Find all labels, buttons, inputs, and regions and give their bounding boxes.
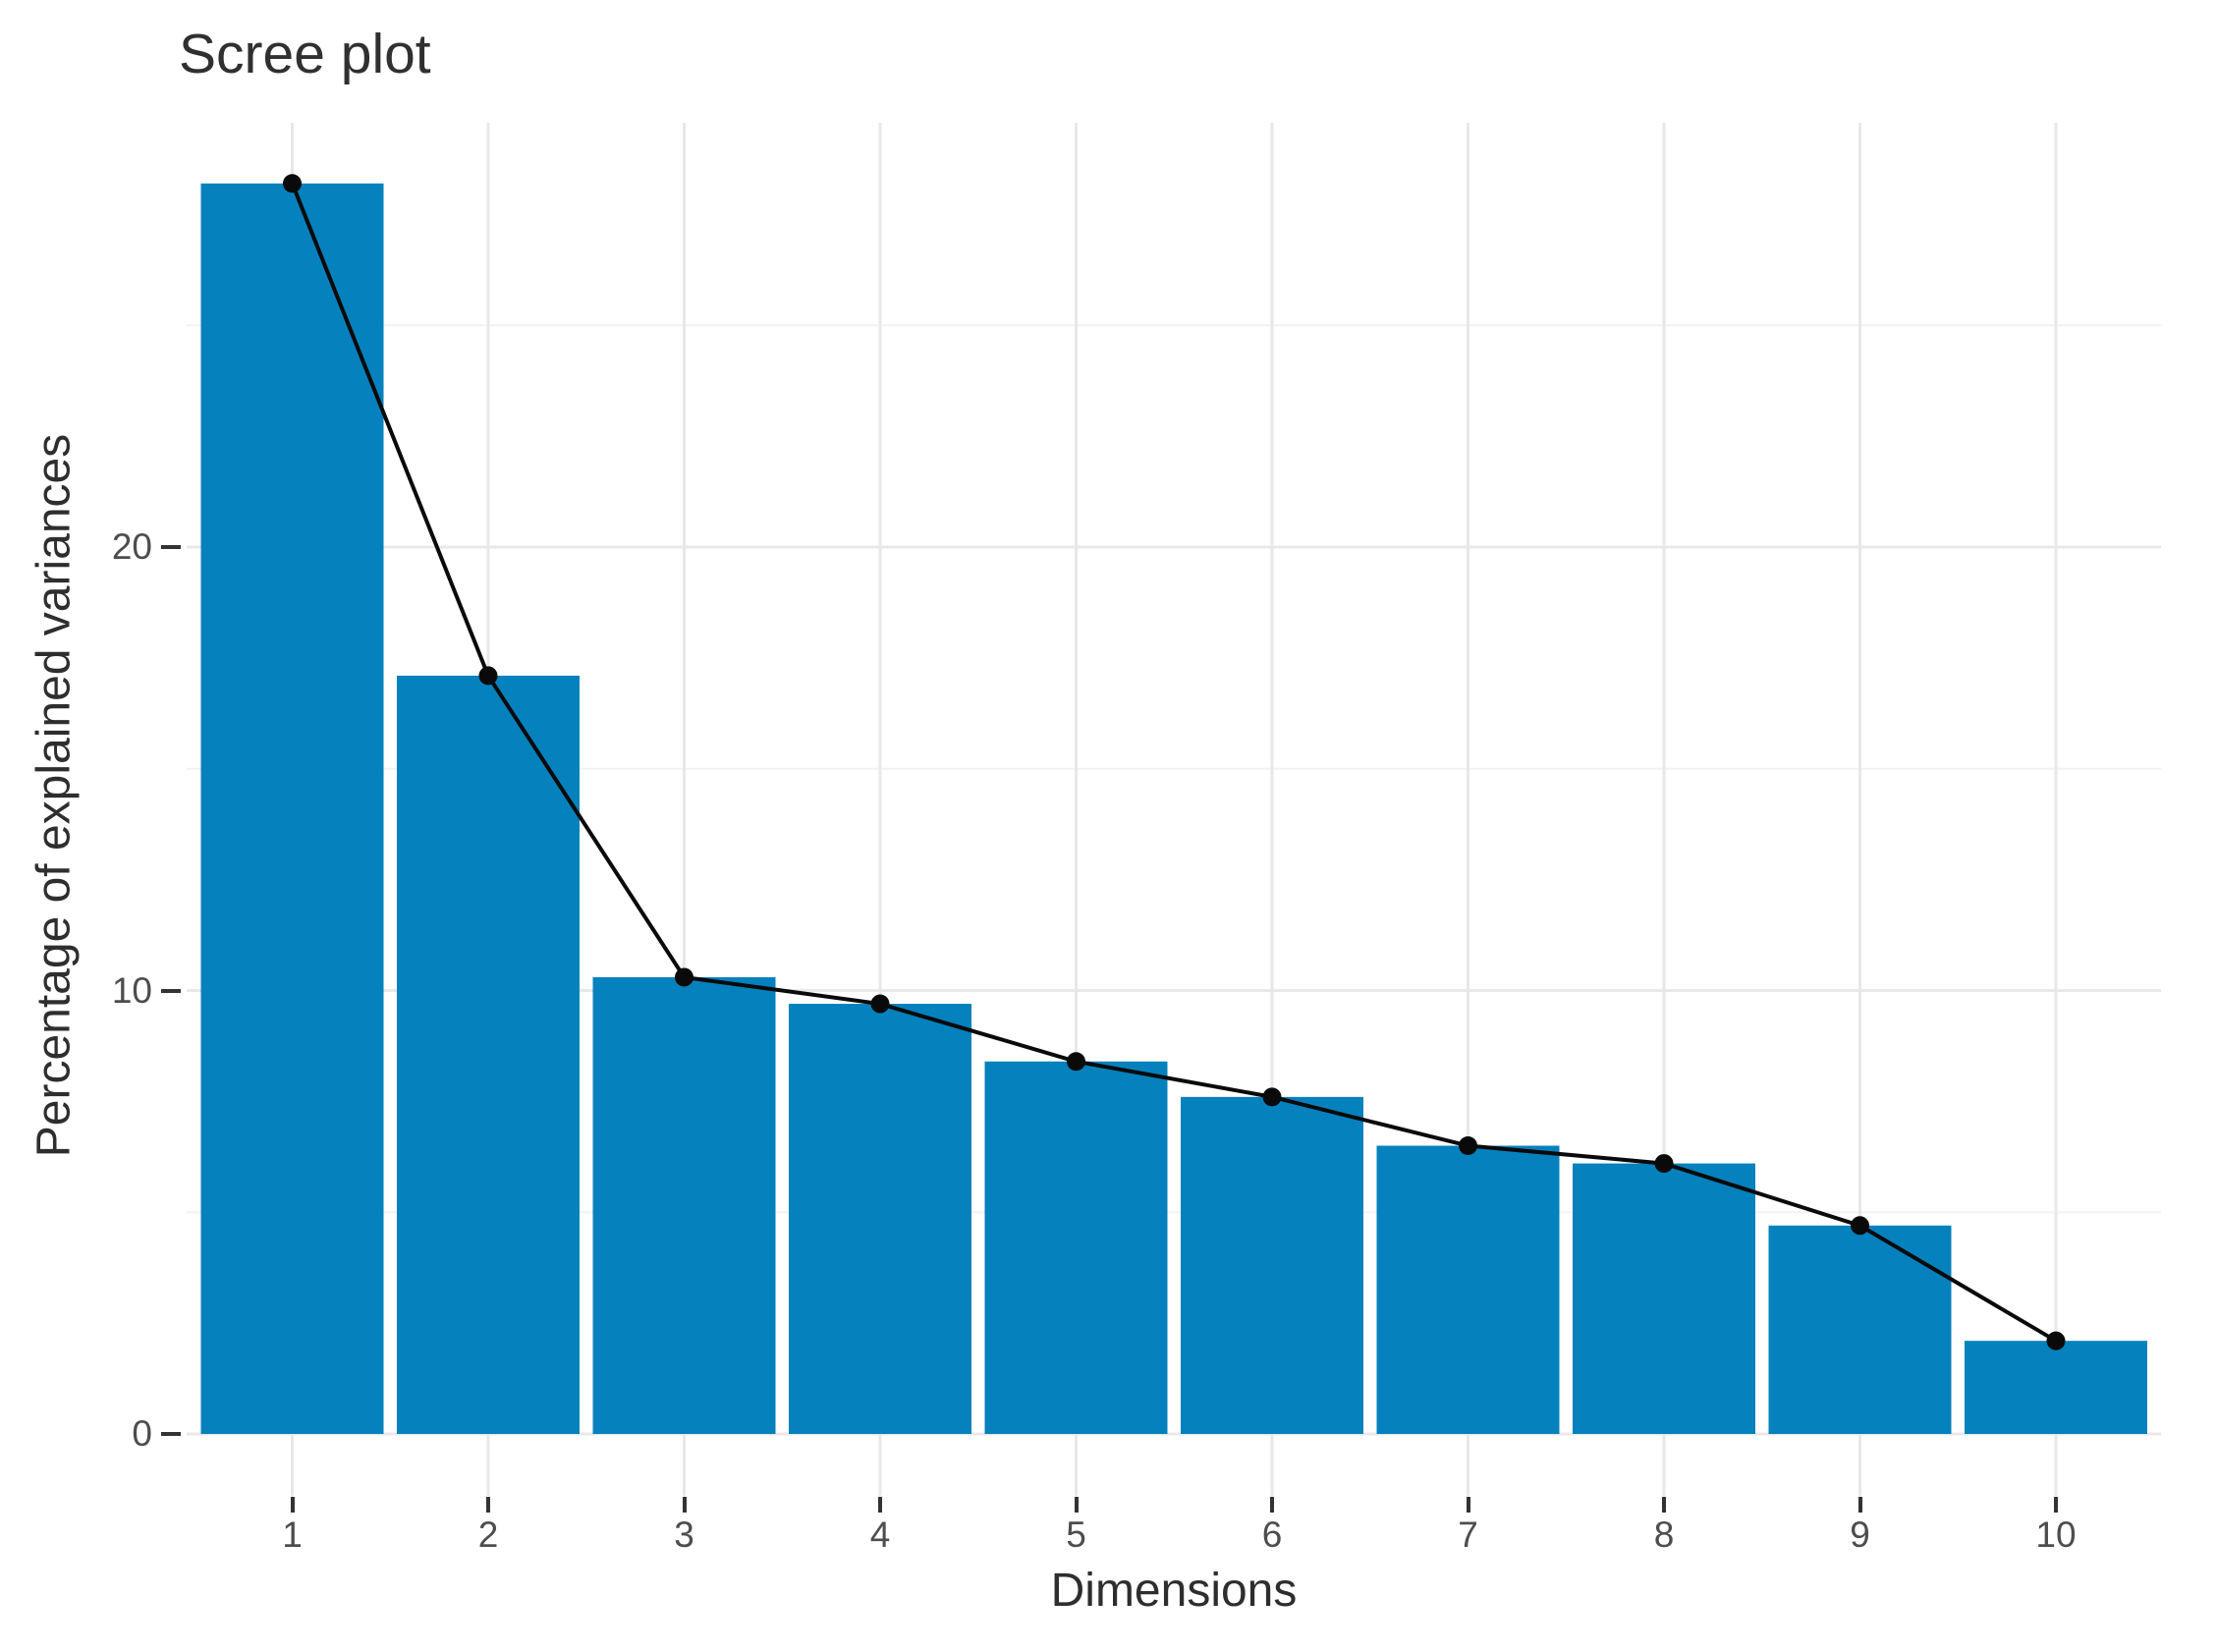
x-tick-mark-9 <box>1857 1497 1862 1513</box>
scree-point-9 <box>1851 1216 1869 1236</box>
x-tick-label-7: 7 <box>1458 1514 1478 1555</box>
bar-dimension-3 <box>592 976 776 1434</box>
x-tick-label-5: 5 <box>1066 1514 1086 1555</box>
bar-dimension-6 <box>1181 1096 1363 1434</box>
x-tick-label-1: 1 <box>282 1514 303 1555</box>
scree-point-5 <box>1067 1052 1085 1072</box>
scree-point-6 <box>1262 1087 1282 1107</box>
scree-point-3 <box>675 967 693 987</box>
scree-point-4 <box>870 994 890 1014</box>
scree-point-1 <box>283 174 302 193</box>
y-tick-label-10: 10 <box>111 969 152 1011</box>
y-tick-mark-20 <box>161 545 181 549</box>
bar-dimension-8 <box>1573 1163 1755 1434</box>
x-tick-label-4: 4 <box>869 1514 891 1555</box>
x-tick-mark-4 <box>878 1497 882 1513</box>
plot-panel <box>187 123 2161 1496</box>
x-tick-mark-7 <box>1466 1497 1470 1513</box>
y-tick-mark-0 <box>161 1432 181 1436</box>
x-tick-label-6: 6 <box>1261 1514 1283 1555</box>
x-tick-label-8: 8 <box>1653 1514 1675 1555</box>
bar-dimension-2 <box>397 675 580 1434</box>
bar-dimension-9 <box>1768 1225 1952 1434</box>
bar-dimension-5 <box>984 1061 1168 1434</box>
scree-line <box>290 183 2058 1343</box>
x-tick-label-3: 3 <box>674 1514 694 1555</box>
x-tick-label-2: 2 <box>477 1514 499 1555</box>
chart-canvas <box>187 123 2161 1496</box>
x-tick-mark-1 <box>290 1497 295 1513</box>
x-tick-mark-10 <box>2054 1497 2058 1513</box>
x-tick-mark-8 <box>1662 1497 1666 1513</box>
x-tick-mark-6 <box>1270 1497 1274 1513</box>
x-tick-label-10: 10 <box>2035 1514 2077 1555</box>
scree-point-7 <box>1459 1136 1477 1156</box>
bar-dimension-10 <box>1965 1341 2147 1434</box>
x-axis-title: Dimensions <box>1050 1565 1298 1617</box>
y-tick-label-20: 20 <box>111 526 152 567</box>
x-tick-mark-2 <box>486 1497 490 1513</box>
bar-dimension-1 <box>200 183 384 1434</box>
bar-dimension-7 <box>1376 1145 1560 1434</box>
x-tick-mark-3 <box>682 1497 687 1513</box>
y-tick-label-0: 0 <box>132 1413 152 1454</box>
x-tick-mark-5 <box>1074 1497 1079 1513</box>
x-tick-label-9: 9 <box>1850 1514 1870 1555</box>
plot-title: Scree plot <box>179 23 431 85</box>
scree-point-10 <box>2046 1331 2066 1350</box>
scree-point-8 <box>1654 1154 1674 1174</box>
scree-point-2 <box>478 666 498 686</box>
bar-dimension-4 <box>789 1004 971 1434</box>
y-tick-mark-10 <box>161 988 181 993</box>
